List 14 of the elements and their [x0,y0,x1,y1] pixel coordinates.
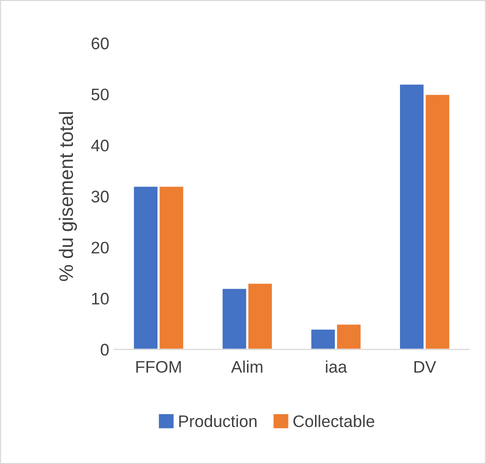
x-tick-label: Alim [231,360,262,373]
y-tick-label: 0 [100,344,109,356]
legend-label: Collectable [293,414,374,428]
legend-label: Production [179,414,256,428]
y-tick-label: 60 [92,38,109,50]
y-tick-label: 50 [91,88,109,100]
x-tick-label: FFOM [136,360,181,373]
y-tick-label: 40 [91,140,109,152]
x-tick-label: iaa [326,360,348,373]
y-tick-label: 20 [92,242,109,254]
x-tick-label: DV [414,361,436,373]
y-axis-title: % du gisement total [58,112,77,281]
y-tick-label: 10 [92,292,109,305]
y-tick-label: 30 [91,190,109,202]
